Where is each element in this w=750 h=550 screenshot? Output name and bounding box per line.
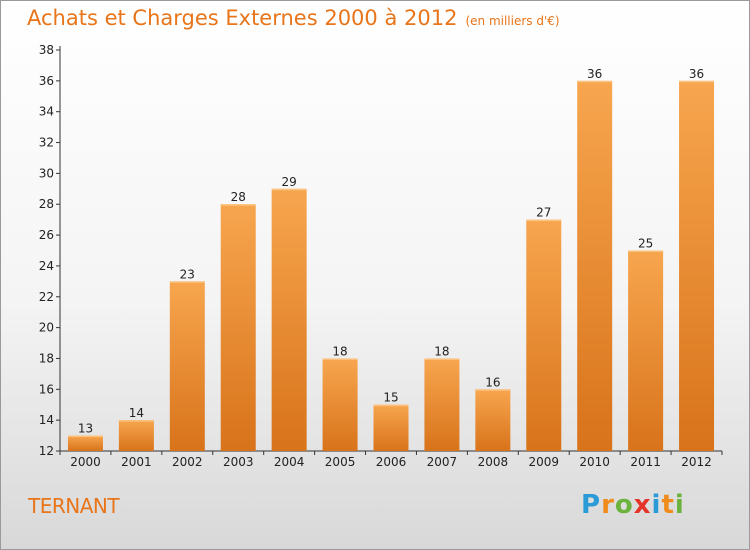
y-tick-label: 32	[39, 136, 54, 150]
bar-top-edge	[118, 420, 154, 422]
data-label: 23	[180, 267, 195, 281]
bar-2006	[373, 404, 409, 451]
bar-2002	[169, 281, 205, 451]
y-tick-label: 12	[39, 444, 54, 458]
logo-letter: t	[661, 490, 675, 520]
bar-top-edge	[424, 358, 460, 360]
bar-top-edge	[271, 188, 307, 191]
bar-top-edge	[475, 389, 511, 391]
chart-unit: (en milliers d'€)	[465, 14, 560, 28]
y-tick-label: 38	[39, 43, 54, 57]
bar-top-edge	[526, 219, 562, 222]
x-tick-label: 2012	[681, 455, 712, 469]
bar-2008	[475, 389, 511, 451]
data-label: 14	[129, 406, 144, 420]
bar-2007	[424, 358, 460, 451]
chart-title-text: Achats et Charges Externes 2000 à 2012	[27, 6, 458, 30]
bar-2004	[271, 188, 307, 452]
x-tick-label: 2004	[274, 455, 305, 469]
x-tick-label: 2008	[478, 455, 509, 469]
proxiti-logo[interactable]: Proxiti	[581, 490, 685, 520]
x-tick-label: 2000	[70, 455, 101, 469]
bar-top-edge	[67, 435, 103, 438]
y-tick-label: 16	[39, 382, 54, 396]
bar-top-edge	[169, 281, 205, 283]
logo-letter: o	[614, 490, 634, 520]
bar-2001	[118, 420, 154, 451]
data-label: 18	[332, 344, 347, 358]
y-tick-label: 34	[39, 105, 54, 119]
bar-2012	[679, 80, 715, 451]
data-label: 13	[78, 422, 93, 436]
bar-2009	[526, 219, 562, 451]
bar-top-edge	[220, 204, 256, 206]
bar-2005	[322, 358, 358, 451]
x-tick-label: 2011	[630, 455, 661, 469]
data-label: 15	[383, 391, 398, 405]
data-label: 29	[282, 175, 297, 189]
bar-2010	[577, 80, 613, 451]
y-tick-label: 26	[39, 228, 54, 242]
data-label: 25	[638, 237, 653, 251]
bar-top-edge	[577, 80, 613, 83]
y-tick-label: 14	[39, 413, 54, 427]
x-tick-label: 2007	[427, 455, 458, 469]
y-tick-label: 20	[39, 321, 54, 335]
x-tick-label: 2001	[121, 455, 152, 469]
bar-2003	[220, 204, 256, 451]
y-tick-label: 18	[39, 351, 54, 365]
bar-top-edge	[373, 404, 409, 407]
y-tick-label: 36	[39, 74, 54, 88]
x-tick-label: 2010	[579, 455, 610, 469]
data-label: 36	[587, 67, 602, 81]
bar-top-edge	[628, 250, 664, 252]
x-tick-label: 2006	[376, 455, 407, 469]
y-tick-label: 28	[39, 197, 54, 211]
data-label: 27	[536, 206, 551, 220]
data-label: 16	[485, 375, 500, 389]
logo-letter: x	[633, 490, 652, 520]
data-label: 28	[231, 190, 246, 204]
y-tick-label: 22	[39, 290, 54, 304]
bar-2011	[628, 250, 664, 451]
logo-letter: r	[601, 490, 615, 520]
data-label: 36	[689, 67, 704, 81]
logo-letter: i	[651, 490, 662, 520]
bar-top-edge	[322, 358, 358, 360]
logo-letter: P	[581, 490, 602, 520]
x-tick-label: 2005	[325, 455, 356, 469]
y-tick-label: 24	[39, 259, 54, 273]
x-tick-label: 2002	[172, 455, 203, 469]
chart-title: Achats et Charges Externes 2000 à 2012 (e…	[27, 6, 560, 30]
bar-top-edge	[679, 80, 715, 83]
y-tick-label: 30	[39, 166, 54, 180]
x-tick-label: 2003	[223, 455, 254, 469]
bar-2000	[67, 435, 103, 451]
data-label: 18	[434, 344, 449, 358]
logo-letter: i	[674, 490, 685, 520]
commune-name: TERNANT	[28, 494, 120, 518]
x-tick-label: 2009	[528, 455, 559, 469]
